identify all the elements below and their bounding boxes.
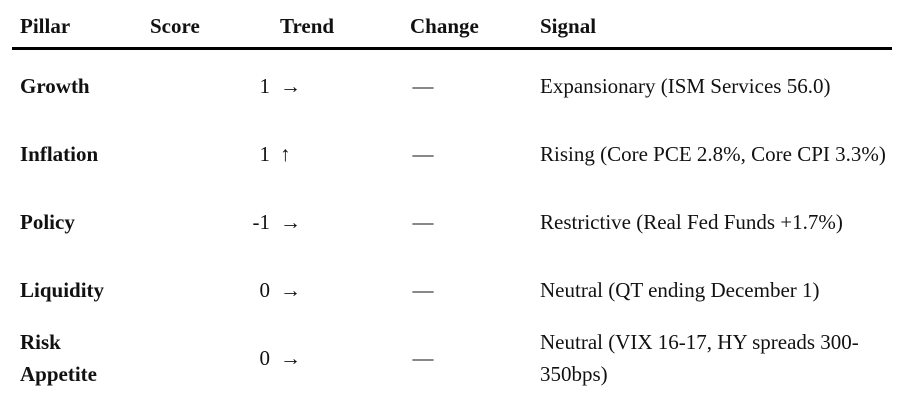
change-value: — xyxy=(412,346,434,370)
column-header: Change xyxy=(410,14,479,38)
signal-text: Neutral (QT ending December 1) xyxy=(540,278,820,302)
score-value: 0 xyxy=(259,346,271,370)
pillar-name: Inflation xyxy=(20,142,99,166)
trend-arrow: → xyxy=(280,210,301,234)
column-header: Pillar xyxy=(20,14,71,38)
column-header: Signal xyxy=(540,14,597,38)
trend-arrow: → xyxy=(280,74,301,98)
pillar-name: Risk Appetite xyxy=(20,330,97,386)
trend-arrow: ↑ xyxy=(280,142,291,166)
signal-text: Restrictive (Real Fed Funds +1.7%) xyxy=(540,210,843,234)
pillar-name: Policy xyxy=(20,210,75,234)
pillar-name: Growth xyxy=(20,74,90,98)
score-value: 1 xyxy=(259,142,271,166)
signal-text: Rising (Core PCE 2.8%, Core CPI 3.3%) xyxy=(540,142,886,166)
change-value: — xyxy=(412,210,434,234)
score-value: 1 xyxy=(259,74,271,98)
signal-text: Expansionary (ISM Services 56.0) xyxy=(540,74,831,98)
change-value: — xyxy=(412,278,434,302)
change-value: — xyxy=(412,74,434,98)
score-value: -1 xyxy=(252,210,271,234)
trend-arrow: → xyxy=(280,346,301,370)
pillar-name: Liquidity xyxy=(20,278,105,302)
score-value: 0 xyxy=(259,278,271,302)
column-header: Score xyxy=(150,14,200,38)
column-header: Trend xyxy=(280,14,335,38)
change-value: — xyxy=(412,142,434,166)
trend-arrow: → xyxy=(280,278,301,302)
header-rule xyxy=(12,47,892,50)
signal-text: Neutral (VIX 16-17, HY spreads 300-350bp… xyxy=(540,330,859,386)
